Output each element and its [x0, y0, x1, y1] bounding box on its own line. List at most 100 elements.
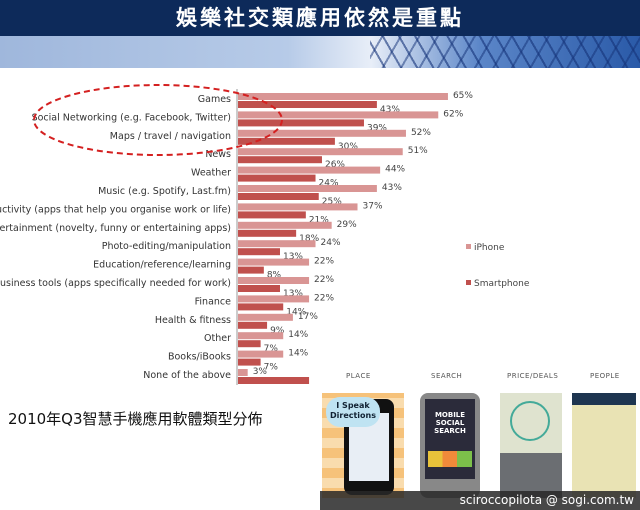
data-label: 14% — [288, 349, 308, 359]
legend-swatch-iphone — [466, 244, 471, 249]
data-label: 8% — [267, 271, 282, 281]
data-label: 21% — [309, 215, 329, 225]
chart-caption: 2010年Q3智慧手機應用軟體類型分佈 — [8, 410, 263, 428]
category-label: Games — [198, 94, 231, 105]
bar-iphone — [238, 313, 293, 321]
data-label: 7% — [264, 363, 279, 373]
bar-iphone — [238, 93, 448, 100]
bar-iphone — [238, 332, 284, 340]
bar-smartphone — [238, 248, 280, 256]
data-label: 22% — [314, 257, 334, 267]
data-label: 65% — [453, 91, 473, 101]
bar-smartphone — [238, 340, 261, 348]
bar-iphone — [238, 203, 358, 211]
legend-label-iphone: iPhone — [474, 243, 505, 253]
header-banner — [0, 36, 640, 68]
data-label: 44% — [385, 165, 405, 175]
category-label: Productivity (apps that help you organis… — [0, 204, 231, 215]
data-label: 25% — [322, 197, 342, 207]
bar-smartphone — [238, 137, 335, 145]
slide-title: 娛樂社交類應用依然是重點 — [0, 0, 640, 36]
data-label: 51% — [408, 146, 428, 156]
price-deals-app-image — [500, 393, 562, 498]
data-label: 24% — [319, 179, 339, 189]
data-label: 24% — [321, 238, 341, 248]
bar-smartphone — [238, 193, 319, 200]
watermark: sciroccopilota @ sogi.com.tw — [320, 491, 640, 510]
bar-iphone — [238, 240, 316, 248]
data-label: 26% — [325, 160, 345, 170]
category-label: Maps / travel / navigation — [110, 131, 231, 142]
data-label: 43% — [382, 183, 402, 193]
column-people: PEOPLE — [590, 372, 620, 380]
bar-iphone — [238, 350, 284, 358]
bar-smartphone — [238, 101, 377, 108]
bar-smartphone — [238, 358, 261, 366]
category-label: News — [205, 149, 231, 160]
data-label: 14% — [286, 307, 306, 317]
bar-smartphone — [238, 119, 364, 127]
category-label: Social Networking (e.g. Facebook, Twitte… — [32, 112, 231, 123]
data-label: 14% — [288, 330, 308, 340]
bar-smartphone — [238, 229, 297, 237]
bar-smartphone — [238, 156, 322, 164]
category-label: Education/reference/learning — [93, 260, 231, 271]
category-label: Music (e.g. Spotify, Last.fm) — [98, 186, 231, 197]
search-screen-text: MOBILE SOCIAL SEARCH — [434, 411, 466, 435]
data-label: 13% — [283, 252, 303, 262]
data-label: 30% — [338, 142, 358, 152]
data-label: 3% — [253, 367, 268, 377]
category-label: Photo-editing/manipulation — [102, 241, 231, 252]
people-app-image — [572, 393, 636, 498]
bar-smartphone — [238, 303, 284, 311]
bar-iphone — [238, 369, 248, 376]
legend-swatch-smartphone — [466, 280, 471, 285]
bar-smartphone — [238, 266, 264, 274]
category-label: Weather — [191, 168, 231, 179]
bar-smartphone — [238, 174, 316, 182]
category-label: Business tools (apps specifically needed… — [0, 278, 231, 289]
data-label: 7% — [264, 344, 279, 354]
data-label: 29% — [337, 220, 357, 230]
category-label: None of the above — [143, 370, 231, 381]
bar-iphone — [238, 129, 406, 137]
bar-iphone — [238, 258, 310, 266]
column-price-deals: PRICE/DEALS — [507, 372, 559, 380]
category-label: Books/iBooks — [168, 352, 231, 363]
bar-iphone — [238, 185, 377, 192]
bar-iphone — [238, 148, 403, 156]
bar-iphone — [238, 221, 332, 229]
data-label: 13% — [283, 289, 303, 299]
data-label: 39% — [367, 123, 387, 133]
bar-smartphone — [238, 321, 268, 329]
bar-iphone — [238, 295, 310, 303]
speech-bubble: I Speak Directions — [326, 397, 380, 427]
data-label: 22% — [314, 275, 334, 285]
bar-iphone — [238, 166, 381, 174]
data-label: 9% — [270, 326, 285, 336]
data-label: 22% — [314, 293, 334, 303]
category-label: Other — [204, 333, 231, 344]
data-label: 52% — [411, 128, 431, 138]
category-label: Entertainment (novelty, funny or enterta… — [0, 223, 231, 234]
column-search: SEARCH — [431, 372, 463, 380]
bar-smartphone — [238, 377, 310, 384]
data-label: 18% — [299, 234, 319, 244]
search-app-image: MOBILE SOCIAL SEARCH — [420, 393, 480, 498]
bar-smartphone — [238, 211, 306, 219]
legend-label-smartphone: Smartphone — [474, 279, 530, 289]
place-app-image: I Speak Directions — [322, 393, 404, 498]
bar-iphone — [238, 277, 310, 284]
bar-iphone — [238, 111, 439, 119]
column-place: PLACE — [346, 372, 371, 380]
bar-smartphone — [238, 285, 280, 292]
data-label: 17% — [298, 312, 318, 322]
bar-chart: Games 65% 43% Social Networking (e.g. Faceb… — [0, 84, 530, 385]
data-label: 43% — [380, 105, 400, 115]
category-label: Health & fitness — [155, 315, 231, 326]
highlight-ellipse — [33, 84, 283, 156]
data-label: 62% — [443, 109, 463, 119]
category-label: Finance — [195, 296, 231, 307]
data-label: 37% — [363, 201, 383, 211]
globe-graphic — [370, 36, 640, 68]
